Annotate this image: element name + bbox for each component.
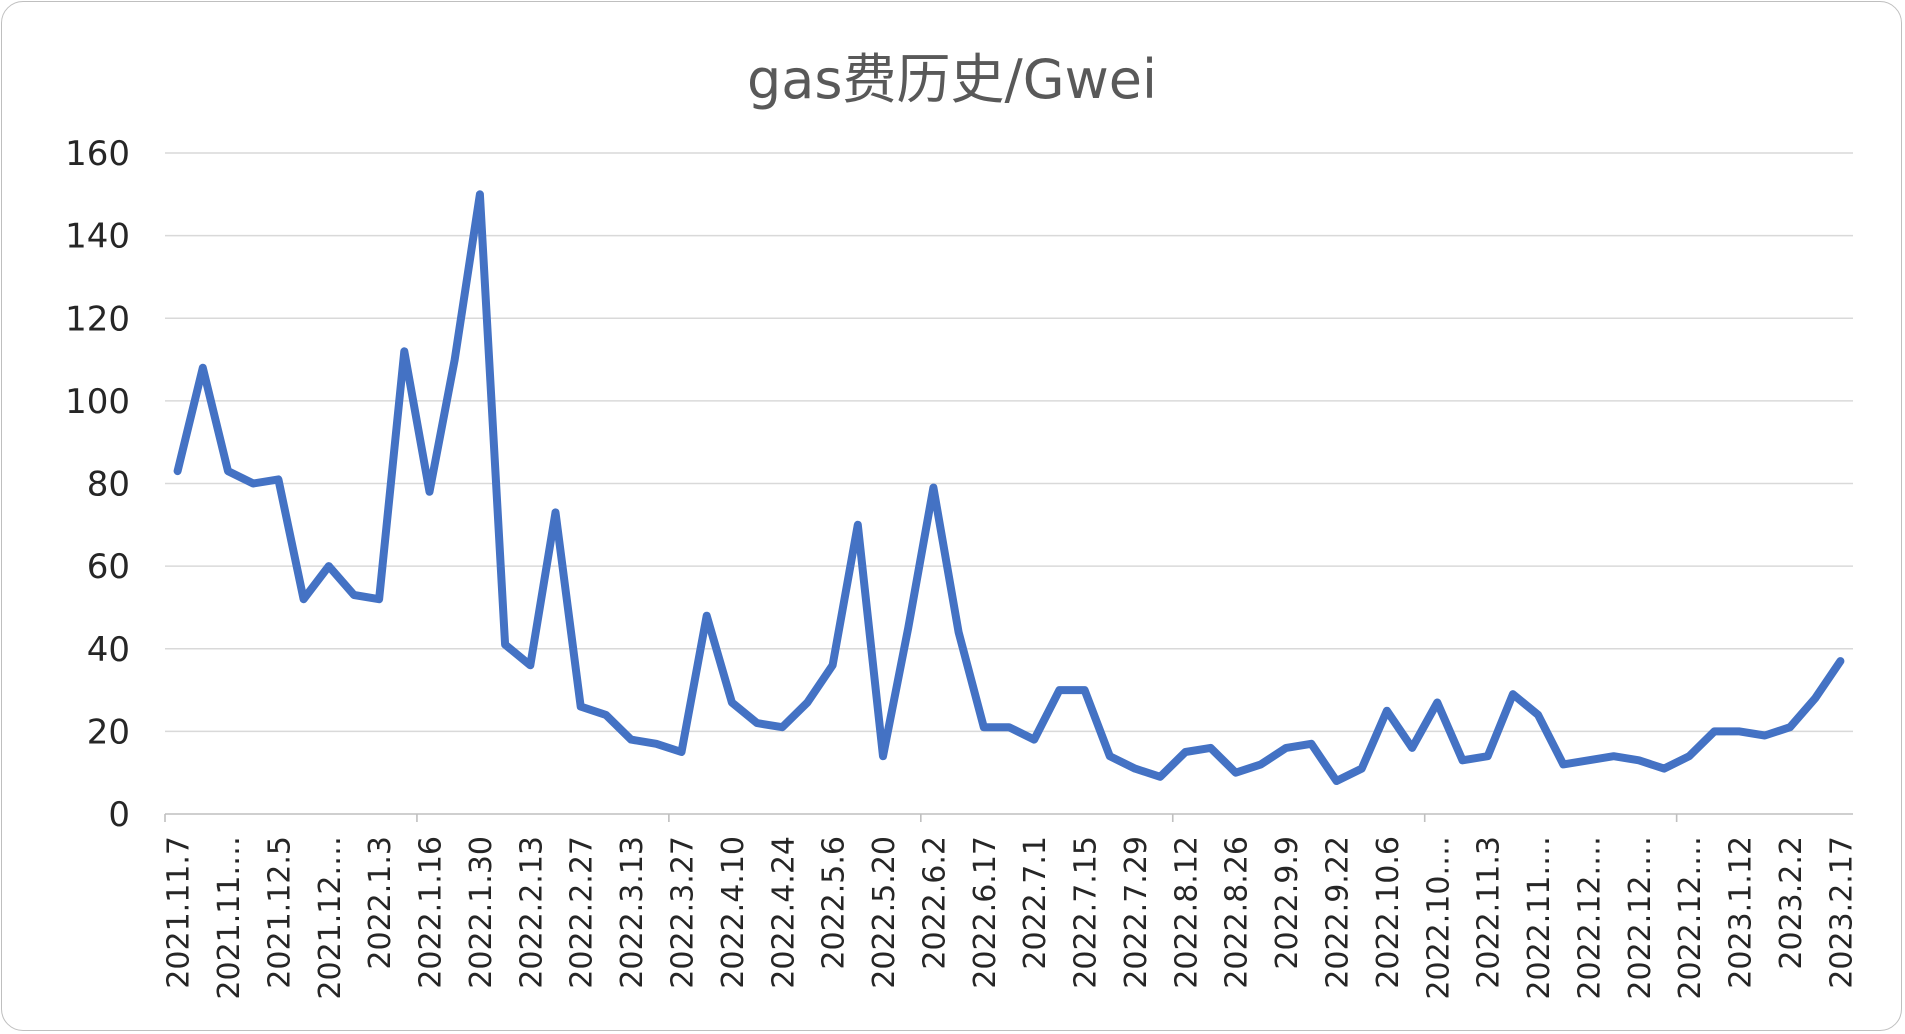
series-layer	[173, 190, 1845, 785]
x-tick-label: 2023.2.17	[1824, 836, 1859, 989]
x-tick-label: 2022.4.10	[716, 836, 751, 989]
x-tick-label: 2022.7.29	[1119, 836, 1154, 989]
x-tick-label: 2022.3.13	[615, 836, 650, 989]
y-tick-label: 60	[87, 547, 130, 587]
x-tick-label: 2022.1.3	[363, 836, 398, 970]
y-tick-label: 120	[65, 299, 130, 339]
x-tick-label: 2022.7.1	[1018, 836, 1053, 970]
x-axis	[164, 813, 1853, 822]
x-tick-label: 2022.1.16	[414, 836, 449, 989]
x-tick-label: 2022.4.24	[766, 836, 801, 989]
x-tick-label: 2023.1.12	[1724, 836, 1759, 989]
x-tick-label: 2022.12.…	[1572, 836, 1607, 1000]
x-tick-label: 2022.9.9	[1270, 836, 1305, 970]
x-tick-label: 2022.8.26	[1220, 836, 1255, 989]
y-tick-label: 40	[87, 630, 130, 670]
y-tick-label: 20	[87, 712, 130, 752]
x-tick-label: 2022.5.20	[867, 836, 902, 989]
x-tick-label: 2022.11.3	[1472, 836, 1507, 989]
y-tick-label: 140	[65, 217, 130, 257]
x-tick-label: 2021.11.7	[162, 836, 197, 989]
x-tick-label: 2022.8.12	[1169, 836, 1204, 989]
x-tick-label: 2022.1.30	[464, 836, 499, 989]
x-tick-label: 2022.12.…	[1673, 836, 1708, 1000]
y-axis-tick-labels: 0 20 40 60 80 100 120 140 160	[65, 134, 130, 835]
y-tick-label: 0	[108, 795, 130, 835]
x-tick-label: 2022.10.…	[1421, 836, 1456, 1000]
series-line	[173, 190, 1845, 785]
x-tick-label: 2021.11.…	[212, 836, 247, 1000]
x-tick-label: 2021.12.…	[313, 836, 348, 1000]
y-tick-label: 160	[65, 134, 130, 174]
y-tick-label: 80	[87, 465, 130, 505]
x-tick-label: 2023.2.2	[1774, 836, 1809, 970]
x-tick-label: 2021.12.5	[262, 836, 297, 989]
chart-title: gas费历史/Gwei	[747, 48, 1157, 111]
y-tick-label: 100	[65, 382, 130, 422]
x-tick-label: 2022.12.…	[1623, 836, 1658, 1000]
x-tick-label: 2022.6.17	[968, 836, 1003, 989]
x-tick-label: 2022.3.27	[665, 836, 700, 989]
x-axis-tick-labels: 2021.11.7 2021.11.… 2021.12.5 2021.12.… 2022…	[162, 836, 1860, 1000]
x-tick-label: 2022.6.2	[917, 836, 952, 970]
x-tick-label: 2022.2.27	[565, 836, 600, 989]
x-tick-label: 2022.2.13	[514, 836, 549, 989]
x-tick-label: 2022.11.…	[1522, 836, 1557, 1000]
x-tick-label: 2022.10.6	[1371, 836, 1406, 989]
x-tick-label: 2022.7.15	[1069, 836, 1104, 989]
x-tick-label: 2022.5.6	[817, 836, 852, 970]
x-tick-label: 2022.9.22	[1321, 836, 1356, 989]
